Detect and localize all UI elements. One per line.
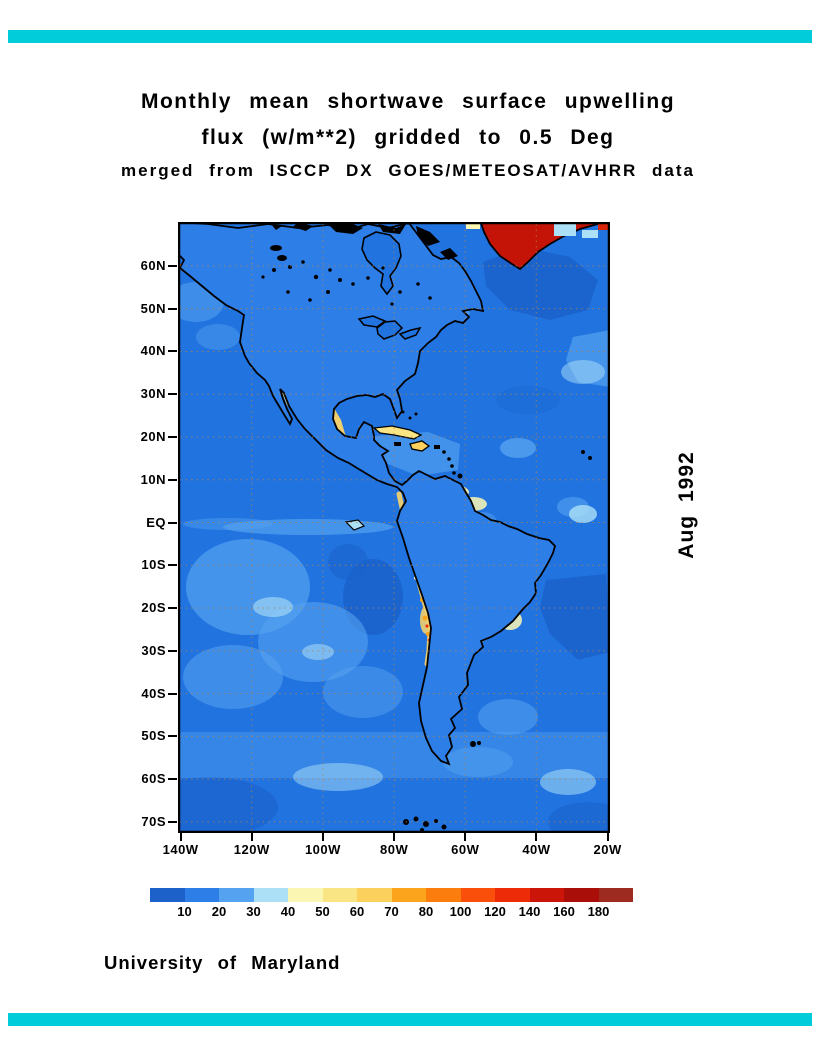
colorbar-tick-label: 10: [177, 904, 192, 919]
colorbar-tick-label: 140: [518, 904, 541, 919]
lat-tick: [168, 692, 177, 695]
lon-tick: [464, 833, 467, 841]
page-title-line-2: flux (w/m**2) gridded to 0.5 Deg: [201, 126, 615, 149]
americas-flux-map: [138, 219, 628, 842]
colorbar-tick-label: 100: [449, 904, 472, 919]
puerto-rico: [434, 445, 440, 449]
lon-tick: [179, 833, 182, 841]
lat-tick: [168, 478, 177, 481]
footer-credit: University of Maryland: [104, 952, 341, 973]
bahamas: [401, 410, 418, 420]
antarctic-peninsula: [403, 816, 447, 832]
colorbar-tick-label: 40: [280, 904, 296, 919]
colorbar-cell: [322, 888, 357, 902]
cape-verde: [581, 450, 592, 460]
lat-tick-label: 30N: [140, 386, 166, 402]
colorbar-cell: [253, 888, 288, 902]
colorbar-tick-label: 80: [418, 904, 434, 919]
lat-tick-label: 50S: [141, 728, 166, 744]
arctic-islands: [270, 222, 458, 260]
colorbar-cell: [150, 888, 185, 902]
lat-tick-label: 70S: [141, 813, 166, 829]
lat-tick: [168, 820, 177, 823]
lat-tick-label: 20S: [141, 600, 166, 616]
lat-tick: [168, 393, 177, 396]
lon-tick: [393, 833, 396, 841]
lat-tick: [168, 649, 177, 652]
lat-tick: [168, 264, 177, 267]
lat-tick-label: 40S: [141, 685, 166, 701]
lon-tick-label: 80W: [379, 842, 409, 857]
lat-tick: [168, 307, 177, 310]
date-side-label: Aug 1992: [675, 451, 698, 559]
lat-tick-label: 40N: [140, 343, 166, 359]
colorbar-cell: [357, 888, 392, 902]
graticule-gridlines: [180, 224, 608, 831]
lat-tick: [168, 735, 177, 738]
colorbar-cell: [391, 888, 426, 902]
page-title-line-1: Monthly mean shortwave surface upwelling: [140, 90, 676, 113]
lat-tick-label: 20N: [140, 428, 166, 444]
lat-tick-label: 50N: [140, 300, 166, 316]
map-frame: [177, 221, 611, 834]
lon-tick: [250, 833, 253, 841]
bottom-accent-bar: [8, 1013, 812, 1026]
lesser-antilles: [442, 450, 463, 479]
page-subtitle: merged from ISCCP DX GOES/METEOSAT/AVHRR…: [121, 161, 695, 180]
colorbar-tick-label: 60: [349, 904, 365, 919]
lon-tick-label: 20W: [593, 842, 622, 857]
lat-tick: [168, 564, 177, 567]
colorbar-tick-label: 160: [553, 904, 575, 919]
lon-tick-label: 60W: [451, 842, 480, 857]
colorbar-cell: [288, 888, 323, 902]
colorbar-tick-label: 180: [587, 904, 610, 919]
lat-tick: [168, 521, 177, 524]
lat-tick-label: 10S: [141, 557, 166, 573]
lat-tick-label: EQ: [146, 514, 166, 530]
top-accent-bar: [8, 30, 812, 43]
colorbar-cell: [495, 888, 530, 902]
colorbar-tick-label: 30: [246, 904, 261, 919]
jamaica: [394, 442, 401, 446]
ocean-shading: [138, 247, 628, 842]
map-panel: [138, 219, 628, 842]
colorbar-cell: [426, 888, 461, 902]
colorbar-tick-label: 70: [384, 904, 399, 919]
hispaniola: [409, 440, 431, 452]
lat-tick-label: 10N: [140, 471, 166, 487]
colorbar-cell: [598, 888, 633, 902]
colorbar-cell: [564, 888, 599, 902]
lon-tick-label: 100W: [304, 842, 341, 857]
lat-tick: [168, 778, 177, 781]
lat-tick: [168, 350, 177, 353]
lon-tick: [321, 833, 324, 841]
lat-tick-label: 60S: [141, 771, 166, 787]
lon-tick-label: 120W: [233, 842, 270, 857]
lon-tick-label: 140W: [162, 842, 199, 857]
falklands: [470, 741, 481, 747]
lat-tick-label: 60N: [140, 257, 166, 273]
colorbar-cell: [184, 888, 219, 902]
colorbar: [150, 888, 633, 902]
colorbar-cell: [460, 888, 495, 902]
colorbar-cell: [529, 888, 564, 902]
colorbar-tick-label: 120: [484, 904, 506, 919]
greenland: [466, 219, 610, 270]
lat-tick-label: 30S: [141, 642, 166, 658]
lon-tick: [535, 833, 538, 841]
colorbar-tick-label: 20: [211, 904, 227, 919]
lat-tick: [168, 607, 177, 610]
lon-tick-label: 40W: [522, 842, 551, 857]
lat-tick: [168, 435, 177, 438]
americas-landmass: [173, 221, 556, 765]
colorbar-cell: [219, 888, 254, 902]
colorbar-tick-label: 50: [315, 904, 330, 919]
lon-tick: [606, 833, 609, 841]
great-lakes: [357, 315, 422, 340]
hudson-bay: [361, 231, 402, 296]
